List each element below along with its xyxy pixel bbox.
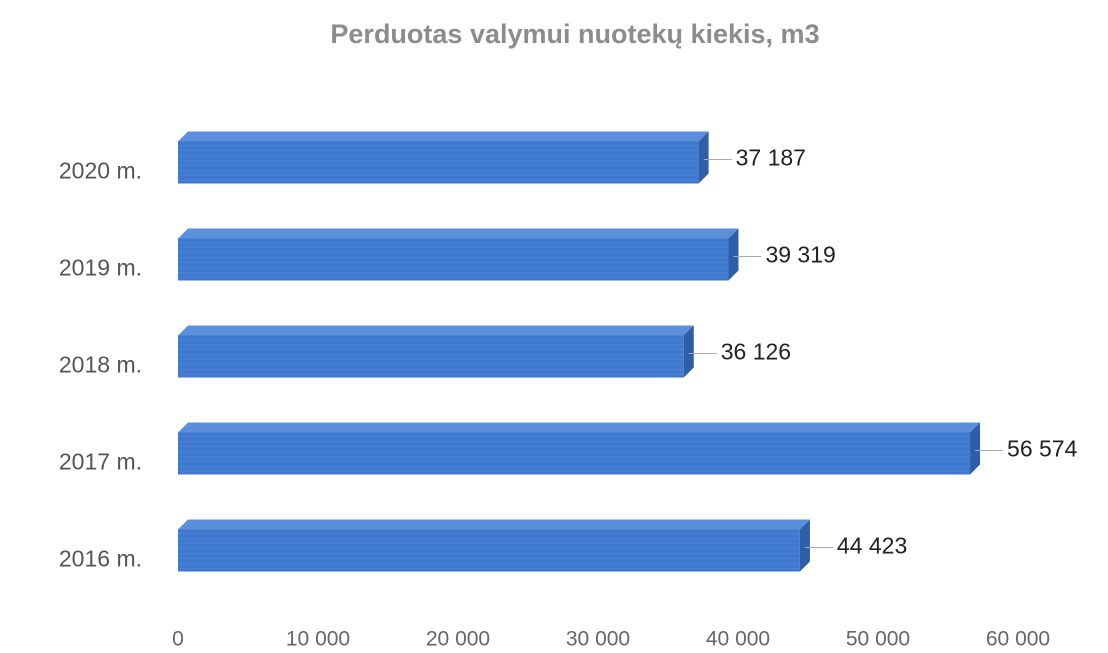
x-tick-label: 20 000 [426,628,490,651]
x-tick-label: 60 000 [986,628,1050,651]
y-tick-label: 2017 m. [59,449,142,475]
y-tick-label: 2020 m. [59,158,142,184]
bar-side [683,325,694,378]
chart-title: Perduotas valymui nuotekų kiekis, m3 [330,19,819,49]
bar [178,529,800,572]
data-label: 44 423 [837,533,907,559]
bar-top [178,131,709,142]
bar-side [970,422,981,475]
bar-side [698,131,709,184]
x-tick-label: 50 000 [846,628,910,651]
bar [178,238,729,281]
bar-top [178,325,694,336]
x-tick-label: 10 000 [286,628,350,651]
data-label: 37 187 [736,145,806,171]
y-tick-label: 2019 m. [59,255,142,281]
bar [178,141,699,184]
y-tick-label: 2018 m. [59,352,142,378]
bar [178,432,971,475]
bar-top [178,228,739,239]
bar-side [728,228,739,281]
x-tick-label: 0 [172,628,184,651]
bar-top [178,422,981,433]
x-tick-label: 40 000 [706,628,770,651]
data-label: 39 319 [765,242,835,268]
data-label: 36 126 [721,339,791,365]
bar-side [799,519,810,572]
bar-top [178,519,810,530]
x-tick-label: 30 000 [566,628,630,651]
y-tick-label: 2016 m. [59,546,142,572]
data-label: 56 574 [1007,436,1078,462]
bar [178,335,684,378]
